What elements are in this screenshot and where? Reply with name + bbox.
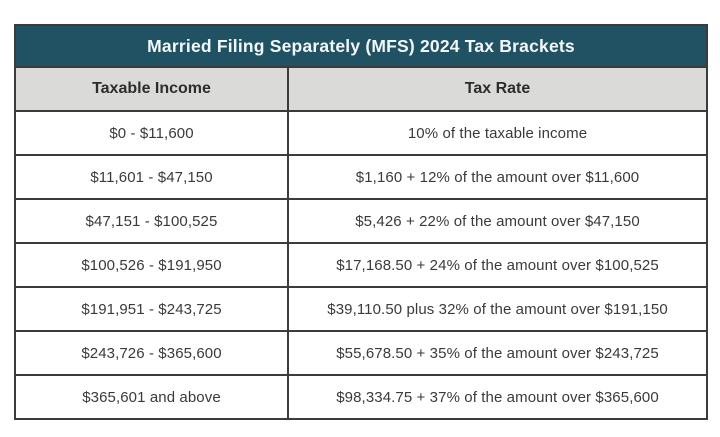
title-row: Married Filing Separately (MFS) 2024 Tax… bbox=[13, 24, 709, 68]
table-row: $365,601 and above $98,334.75 + 37% of t… bbox=[14, 374, 709, 420]
tax-rate-cell: 10% of the taxable income bbox=[286, 110, 709, 156]
taxable-income-cell: $191,951 - $243,725 bbox=[14, 286, 289, 332]
tax-rate-cell: $5,426 + 22% of the amount over $47,150 bbox=[286, 198, 709, 244]
tax-rate-cell: $98,334.75 + 37% of the amount over $365… bbox=[286, 374, 709, 420]
taxable-income-cell: $243,726 - $365,600 bbox=[14, 330, 289, 376]
tax-rate-cell: $1,160 + 12% of the amount over $11,600 bbox=[286, 154, 709, 200]
table-row: $243,726 - $365,600 $55,678.50 + 35% of … bbox=[14, 330, 709, 376]
tax-rate-cell: $55,678.50 + 35% of the amount over $243… bbox=[286, 330, 709, 376]
taxable-income-cell: $0 - $11,600 bbox=[14, 110, 289, 156]
table-row: $11,601 - $47,150 $1,160 + 12% of the am… bbox=[14, 154, 709, 200]
table-row: $191,951 - $243,725 $39,110.50 plus 32% … bbox=[14, 286, 709, 332]
tax-brackets-table: Married Filing Separately (MFS) 2024 Tax… bbox=[13, 24, 709, 420]
column-header-taxable-income: Taxable Income bbox=[14, 66, 289, 112]
taxable-income-cell: $365,601 and above bbox=[14, 374, 289, 420]
column-header-row: Taxable Income Tax Rate bbox=[14, 66, 709, 112]
table-row: $0 - $11,600 10% of the taxable income bbox=[14, 110, 709, 156]
table-row: $100,526 - $191,950 $17,168.50 + 24% of … bbox=[14, 242, 709, 288]
table-title: Married Filing Separately (MFS) 2024 Tax… bbox=[13, 24, 709, 68]
tax-brackets-figure: Married Filing Separately (MFS) 2024 Tax… bbox=[13, 24, 709, 420]
taxable-income-cell: $47,151 - $100,525 bbox=[14, 198, 289, 244]
taxable-income-cell: $11,601 - $47,150 bbox=[14, 154, 289, 200]
table-row: $47,151 - $100,525 $5,426 + 22% of the a… bbox=[14, 198, 709, 244]
taxable-income-cell: $100,526 - $191,950 bbox=[14, 242, 289, 288]
tax-rate-cell: $17,168.50 + 24% of the amount over $100… bbox=[286, 242, 709, 288]
column-header-tax-rate: Tax Rate bbox=[286, 66, 709, 112]
tax-rate-cell: $39,110.50 plus 32% of the amount over $… bbox=[286, 286, 709, 332]
